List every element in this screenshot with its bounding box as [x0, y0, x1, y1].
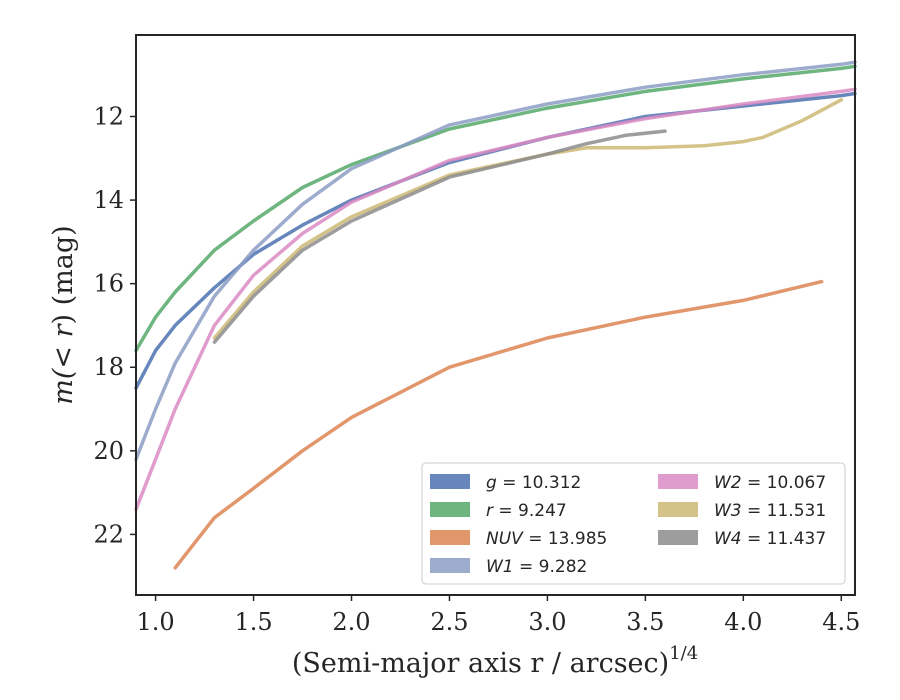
y-tick-label: 12 [93, 102, 124, 130]
x-tick-label: 4.0 [724, 608, 762, 636]
legend-swatch-r [430, 502, 470, 517]
legend-label-w1: W1 = 9.282 [486, 557, 587, 577]
y-axis-label: m(< r) (mag) [48, 225, 79, 404]
y-axis-label-prefix: m( [48, 367, 79, 405]
y-tick-label: 22 [93, 520, 124, 548]
x-tick-label: 3.0 [528, 608, 566, 636]
series-line-w4 [212, 129, 667, 344]
y-axis-label-suffix: ) (mag) [48, 225, 79, 324]
y-axis-label-variable: < r [48, 322, 79, 368]
legend-swatch-w3 [658, 502, 698, 517]
y-tick-label: 16 [93, 270, 124, 298]
x-tick-label: 2.5 [430, 608, 468, 636]
y-tick-label: 20 [93, 437, 124, 465]
series-line-w2 [134, 87, 857, 512]
legend: g = 10.312 r = 9.247 NUV = 13.985 W1 = 9.28… [421, 462, 846, 585]
legend-label-w4: W4 = 11.437 [714, 529, 826, 549]
legend-swatch-w4 [658, 530, 698, 545]
legend-swatch-w2 [658, 474, 698, 489]
x-axis-label-text: (Semi-major axis r / arcsec) [292, 648, 669, 679]
y-tick-label: 14 [93, 186, 124, 214]
x-axis: 1.0 1.5 2.0 2.5 3.0 3.5 4.0 4.5 [137, 595, 860, 636]
series-line-g [134, 91, 857, 390]
series-line-r [134, 64, 857, 353]
x-axis-label-exponent: 1/4 [669, 643, 698, 664]
series-line-w1 [134, 60, 857, 461]
x-tick-label: 2.0 [332, 608, 370, 636]
x-tick-label: 1.0 [137, 608, 175, 636]
y-tick-label: 18 [93, 353, 124, 381]
legend-label-nuv: NUV = 13.985 [486, 529, 607, 549]
legend-label-g: g = 10.312 [486, 473, 581, 493]
legend-label-r: r = 9.247 [486, 501, 567, 521]
x-tick-label: 1.5 [234, 608, 272, 636]
x-tick-label: 3.5 [626, 608, 664, 636]
legend-label-w2: W2 = 10.067 [714, 473, 826, 493]
legend-swatch-g [430, 474, 470, 489]
legend-box [421, 462, 846, 585]
series-line-w3 [212, 98, 844, 340]
y-axis: 12 14 16 18 20 22 [93, 102, 136, 548]
legend-swatch-nuv [430, 530, 470, 545]
legend-label-w3: W3 = 11.531 [714, 501, 826, 521]
plot-frame [135, 34, 856, 596]
legend-swatch-w1 [430, 558, 470, 573]
series-line-nuv [173, 279, 824, 570]
series-layer [134, 60, 857, 570]
x-tick-label: 4.5 [822, 608, 860, 636]
x-axis-label: (Semi-major axis r / arcsec)1/4 [292, 643, 698, 679]
